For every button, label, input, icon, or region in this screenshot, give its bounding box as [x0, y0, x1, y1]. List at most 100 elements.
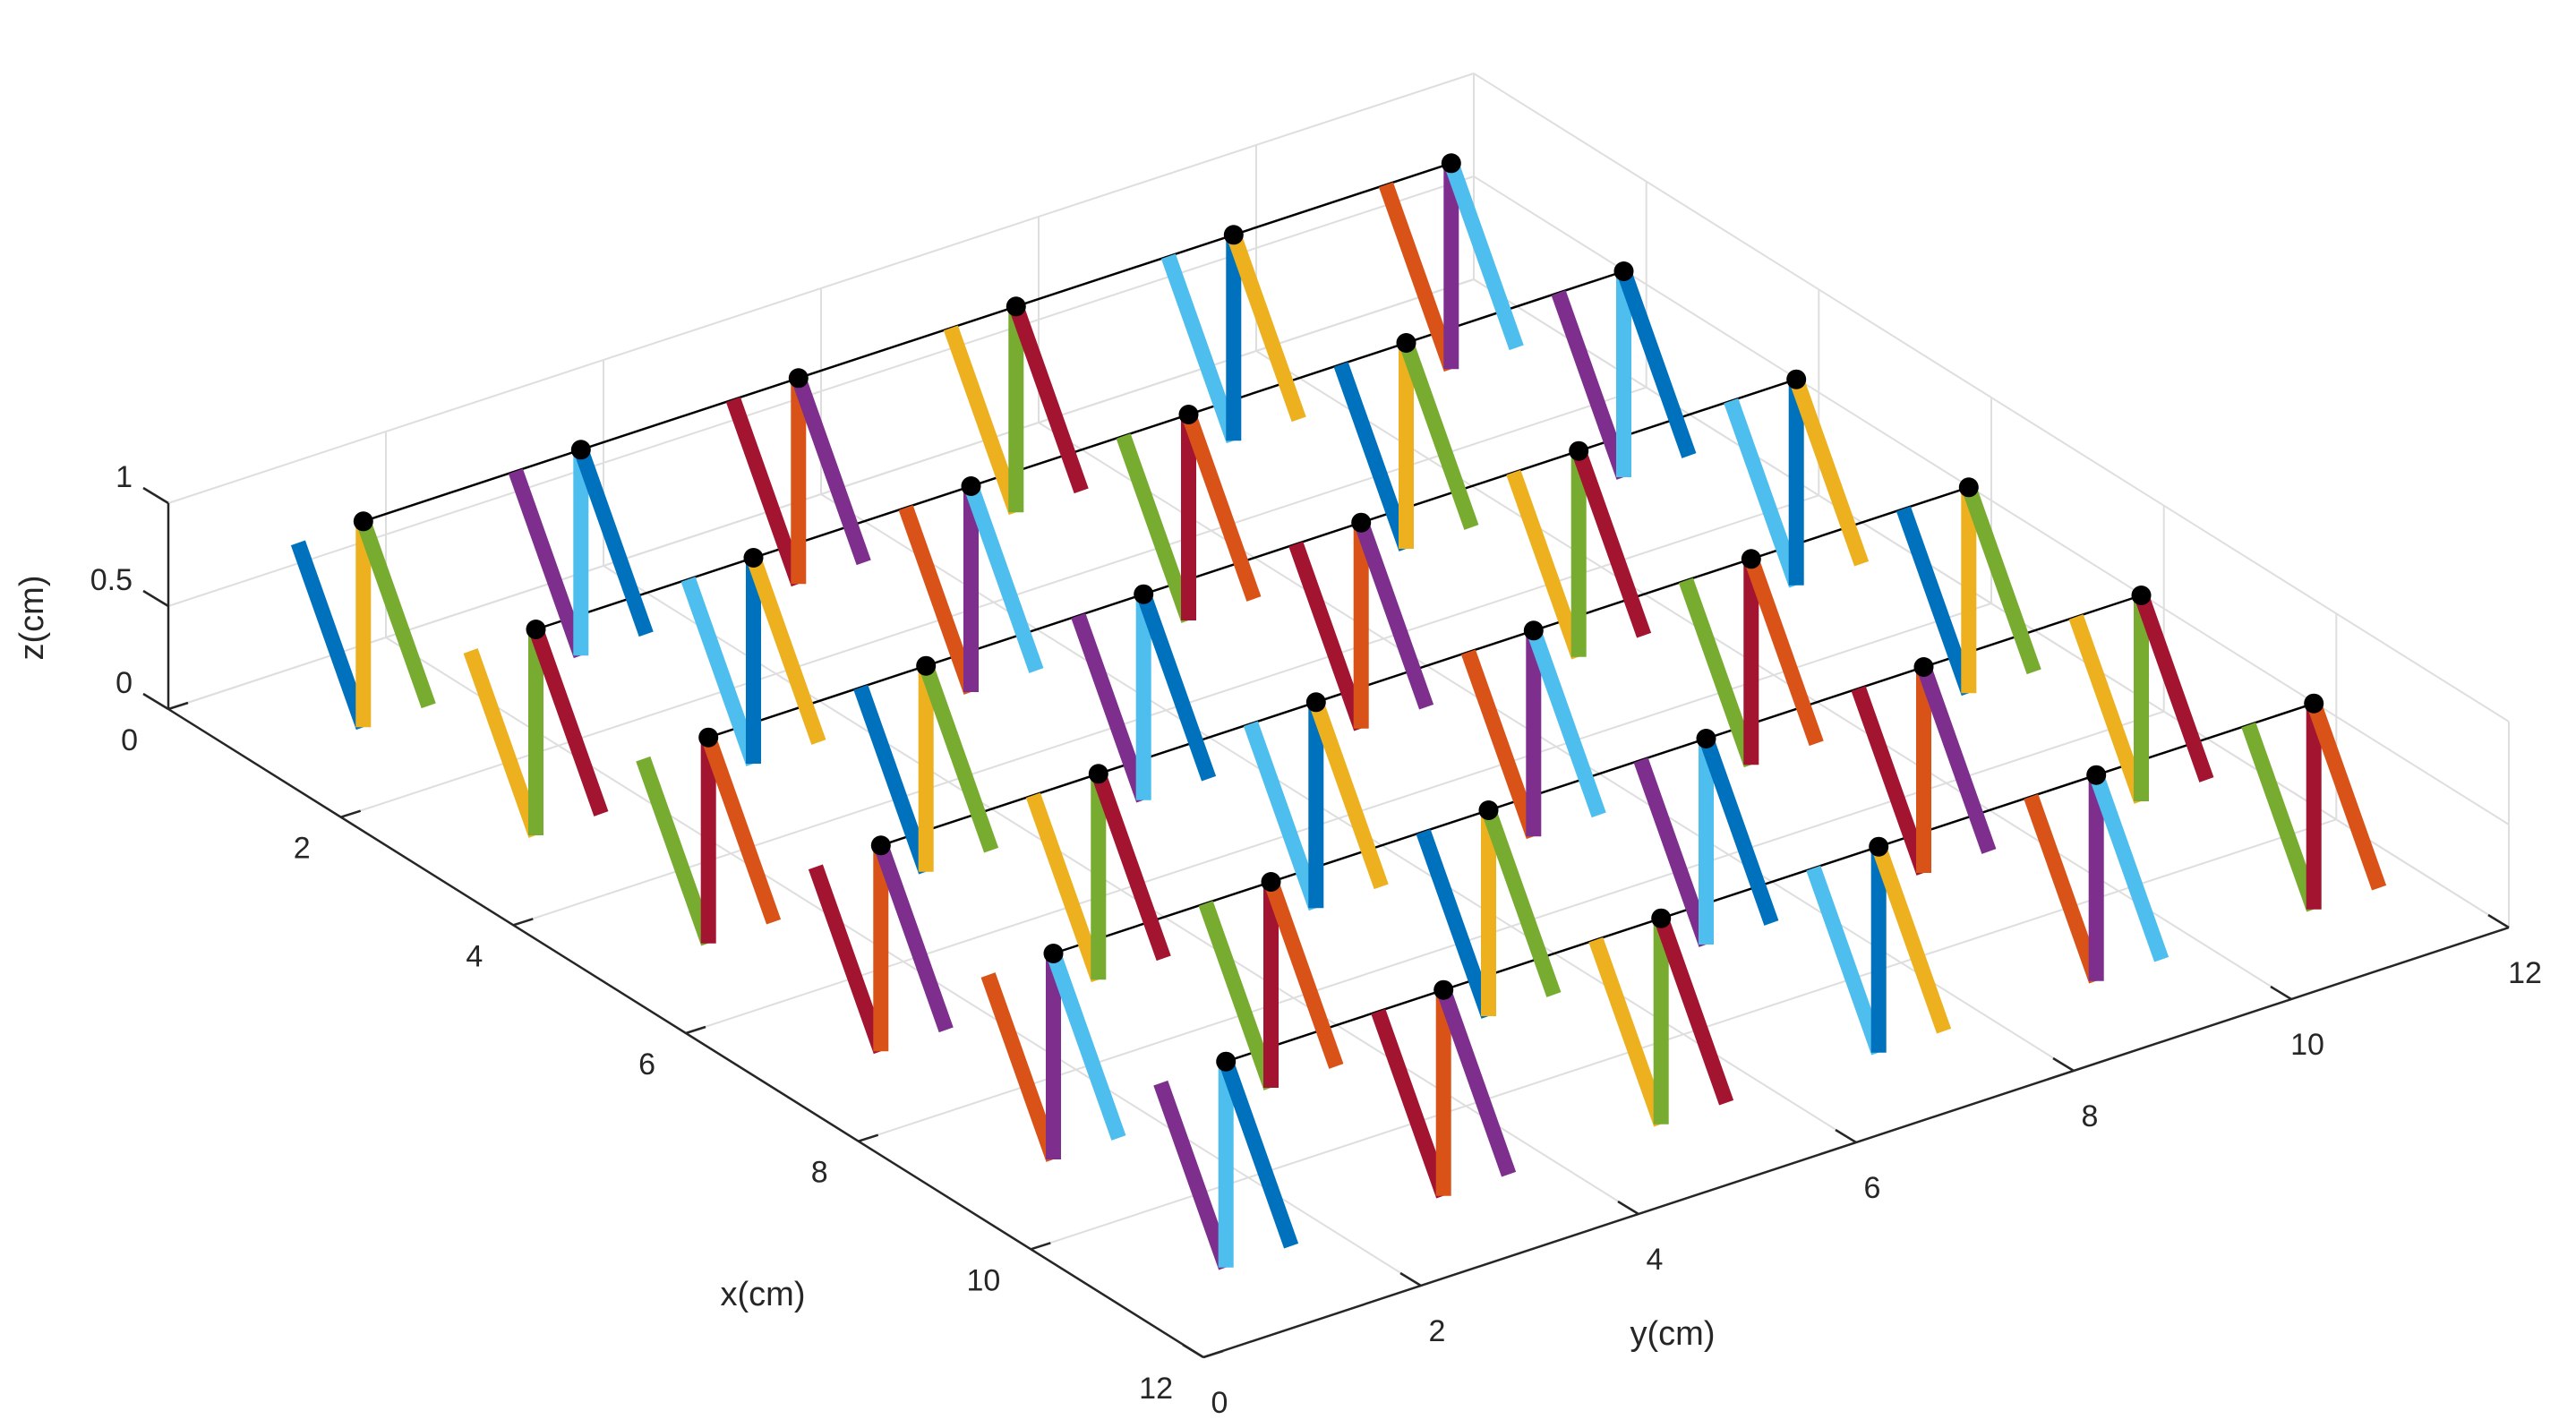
zigzag-segment: [808, 864, 888, 1055]
z-tick-label: 0.5: [90, 563, 133, 597]
lattice-node: [1786, 369, 1807, 389]
x-tick-label: 8: [811, 1156, 828, 1190]
y-tick-label: 12: [2508, 956, 2542, 990]
x-tick: [1030, 1242, 1051, 1251]
x-tick: [512, 918, 534, 927]
lattice-node: [526, 620, 546, 639]
x-tick: [340, 809, 362, 818]
lattice-node: [1613, 261, 1634, 281]
zigzag-segment: [1743, 556, 1824, 747]
x-tick-label: 4: [466, 939, 483, 973]
zigzag-segment: [791, 375, 871, 566]
zigzag-segment: [1571, 448, 1652, 638]
zigzag-segment: [2024, 793, 2104, 984]
zigzag-segment: [290, 540, 371, 731]
zigzag-segment: [725, 397, 806, 587]
x-tick: [685, 1025, 706, 1035]
axis-labels: x(cm) y(cm) z(cm): [13, 576, 1715, 1353]
z-tick: [142, 486, 169, 505]
x-tick-label: 2: [294, 832, 311, 866]
y-tick: [1617, 1200, 1639, 1216]
zigzag-segment: [1436, 987, 1517, 1177]
zigzag-segment: [1378, 182, 1459, 372]
zigzag-segment: [1071, 612, 1151, 803]
zigzag-segment: [1896, 506, 1976, 697]
zigzag-segment: [2241, 722, 2322, 912]
zigzag-segment: [1399, 340, 1479, 530]
zigzag-segment: [2068, 614, 2149, 804]
zigzag-segment: [980, 972, 1061, 1162]
zigzag-segment: [573, 447, 654, 637]
lattice-node: [916, 655, 937, 676]
zigzag-segment: [1654, 915, 1734, 1106]
grid-line: [167, 73, 1475, 504]
x-tick-label: 12: [1139, 1372, 1173, 1406]
zigzag-segment: [1851, 686, 1931, 876]
zigzag-segment: [2306, 700, 2387, 891]
y-tick: [1399, 1271, 1422, 1287]
y-tick-label: 0: [1211, 1386, 1228, 1420]
z-tick: [142, 589, 169, 608]
data-marks: [290, 153, 2387, 1270]
zigzag-segment: [1160, 253, 1241, 444]
zigzag-segment: [1633, 757, 1714, 947]
zigzag-segment: [1443, 160, 1524, 351]
zigzag-segment: [1481, 808, 1562, 997]
zigzag-segment: [1091, 771, 1171, 962]
lattice-link: [1225, 702, 2315, 1063]
zigzag-segment: [1198, 901, 1279, 1090]
lattice-node: [1216, 1051, 1237, 1072]
lattice-node: [743, 548, 764, 568]
x-tick: [1202, 1349, 1224, 1359]
zigzag-segment: [1961, 484, 2041, 675]
lattice-link: [1053, 594, 2142, 955]
z-tick: [142, 692, 169, 711]
lattice-node: [1006, 296, 1026, 317]
lattice-node: [1088, 764, 1108, 784]
zigzag-segment: [898, 505, 979, 695]
y-tick: [2487, 913, 2510, 929]
y-tick-label: 6: [1864, 1171, 1881, 1205]
zigzag-segment: [1916, 664, 1997, 854]
zigzag-segment: [1263, 879, 1344, 1069]
lattice-node: [1958, 477, 1979, 498]
zigzag-segment: [853, 684, 934, 875]
grid-line: [1255, 350, 2292, 1000]
lattice-node: [698, 727, 719, 748]
zigzag-segment: [1333, 362, 1414, 552]
z-tick-label: 0: [116, 666, 133, 700]
lattice-node: [1523, 620, 1544, 641]
x-axis-label: x(cm): [721, 1276, 806, 1313]
grid-line: [167, 278, 1475, 710]
zigzag-segment: [1226, 232, 1306, 423]
zigzag-segment: [2134, 593, 2214, 782]
zigzag-segment: [1416, 829, 1496, 1019]
grid-line: [603, 565, 1639, 1215]
zigzag-segment: [1871, 843, 1952, 1034]
lattice-node: [570, 440, 591, 460]
lattice-link: [880, 486, 1970, 847]
lattice-node: [1478, 800, 1499, 820]
lattice-node: [1869, 836, 1889, 857]
zigzag-segment: [1460, 649, 1541, 840]
lattice-node: [1223, 225, 1244, 245]
y-tick: [2052, 1056, 2075, 1073]
zigzag-segment: [1588, 936, 1669, 1127]
z-tick-label: 1: [116, 460, 133, 494]
lattice-node: [1569, 440, 1589, 461]
lattice-node: [1261, 872, 1281, 892]
zigzag-segment: [1678, 577, 1759, 768]
zigzag-segment: [1551, 290, 1631, 480]
lattice-node: [2304, 693, 2324, 714]
lattice-node: [1351, 512, 1372, 533]
lattice-link: [707, 378, 1797, 739]
zigzag-segment: [1806, 865, 1887, 1056]
zigzag-segment: [1046, 951, 1126, 1141]
y-tick-label: 2: [1429, 1314, 1446, 1348]
z-axis-label: z(cm): [13, 576, 51, 661]
x-tick: [858, 1133, 879, 1142]
x-tick-label: 10: [966, 1263, 1000, 1297]
zigzag-segment: [1308, 699, 1389, 890]
zigzag-segment: [1526, 628, 1606, 818]
grid-line: [1473, 278, 2510, 928]
